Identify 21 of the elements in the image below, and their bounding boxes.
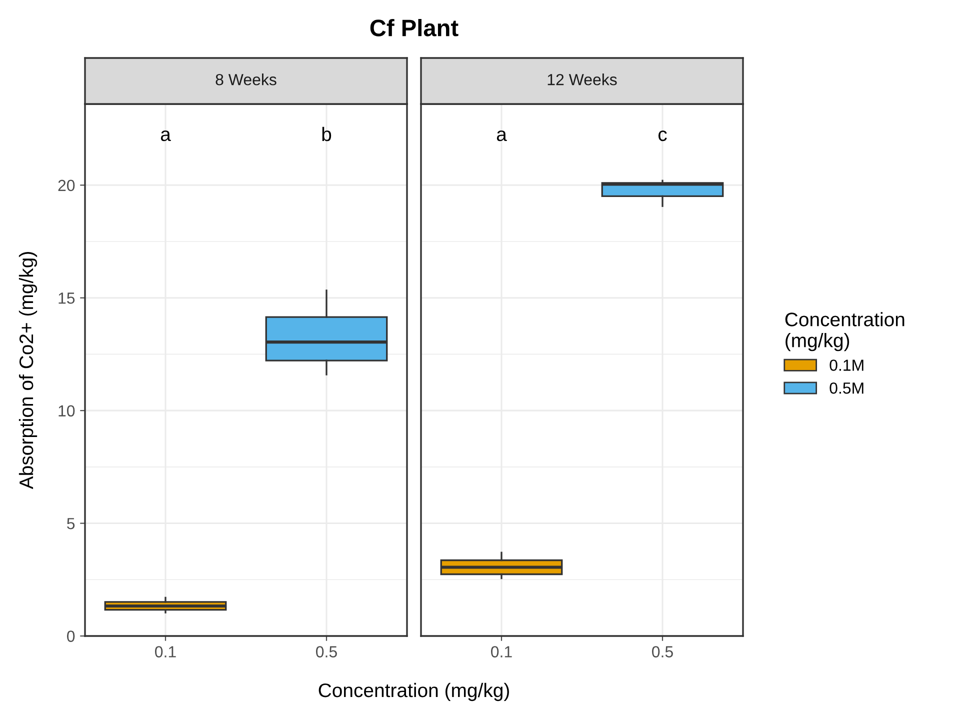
y-tick-label: 20 bbox=[58, 180, 75, 192]
annotation: b bbox=[322, 126, 332, 142]
y-axis-title: Absorption of Co2+ (mg/kg) bbox=[18, 252, 38, 490]
legend-label: 0.1M bbox=[830, 360, 864, 371]
x-tick-label: 0.5 bbox=[652, 646, 673, 658]
x-tick-label: 0.5 bbox=[316, 646, 337, 658]
chart-subtitle: 8 Weeks bbox=[216, 74, 276, 86]
y-tick-label: 0 bbox=[67, 630, 75, 642]
legend-label: 0.5M bbox=[830, 382, 864, 394]
x-axis-title: Concentration (mg/kg) bbox=[318, 682, 509, 702]
legend-title: Concentration (mg/kg) bbox=[785, 312, 904, 352]
x-tick-label: 0.1 bbox=[491, 646, 512, 658]
annotation: a bbox=[496, 130, 507, 142]
y-tick-label: 5 bbox=[67, 518, 75, 530]
annotation: c bbox=[658, 130, 667, 142]
chart-subtitle: 12 Weeks bbox=[548, 74, 617, 86]
y-tick-label: 10 bbox=[58, 405, 75, 417]
x-tick-label: 0.1 bbox=[155, 646, 176, 658]
chart-title: Cf Plant bbox=[370, 18, 458, 36]
y-tick-label: 15 bbox=[58, 292, 75, 304]
annotation: a bbox=[160, 130, 171, 142]
